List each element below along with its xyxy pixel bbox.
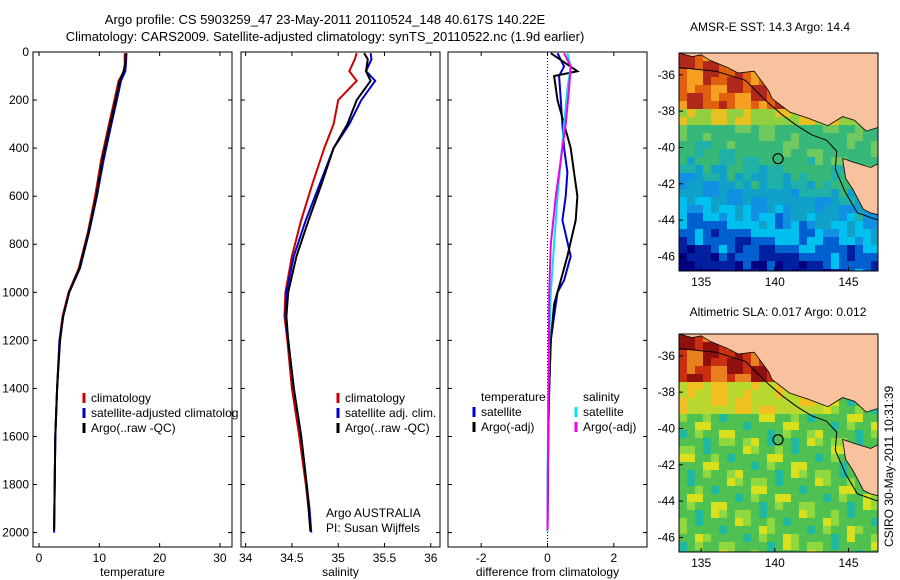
land-mainland-sla_map [679,334,878,413]
map-frame-sst_map [678,52,879,272]
series-line-argo---raw--qc- [53,53,127,531]
x-tick-label-difference: 2 [610,551,617,565]
map-field-sst_map [679,53,878,271]
y-tick-label: 200 [9,93,29,107]
y-tick-label: 2000 [2,526,29,540]
map-y-tick-label-sst_map: -44 [658,213,676,227]
map-y-tick-label-sst_map: -38 [658,104,676,118]
land-tasmania-sst_map [842,157,878,216]
legend-label-temperature: satellite-adjusted climatolog [91,406,238,420]
series-line-climatology [283,52,359,531]
y-tick-label: 800 [9,237,29,251]
chart-title-line-1: Argo profile: CS 5903259_47 23-May-2011 … [104,12,546,27]
map-y-tick-label-sla_map: -42 [658,458,676,472]
map-x-tick-label-sla_map: 135 [691,556,711,570]
argo-position-marker-sla_map [772,434,784,446]
map-y-tick-label-sst_map: -42 [658,177,676,191]
map-y-tick-label-sla_map: -40 [658,421,676,435]
y-tick-label: 1000 [2,285,29,299]
x-tick-label-salinity: 35 [332,551,346,565]
x-tick-label-salinity: 34 [239,551,253,565]
x-tick-label-temperature: 10 [93,551,107,565]
argo-position-marker-sst_map [772,153,784,165]
map-y-tick-label-sst_map: -40 [658,140,676,154]
legend-label-difference-salinity: Argo(-adj) [583,420,636,434]
legend-label-difference-salinity: satellite [583,405,624,419]
x-tick-label-difference: -2 [476,551,487,565]
map-y-tick-label-sla_map: -38 [658,385,676,399]
axes-frame-salinity [240,51,441,548]
sla-map-title: Altimetric SLA: 0.017 Argo: 0.012 [689,305,867,319]
annotation-argo-australia: Argo AUSTRALIA [326,506,421,520]
x-axis-label-salinity: salinity [322,565,359,579]
timestamp-stamp: CSIRO 30-May-2011 10:31:39 [882,385,896,547]
sst-map-title: AMSR-E SST: 14.3 Argo: 14.4 [689,20,851,34]
x-tick-label-difference: 0 [544,551,551,565]
map-x-tick-label-sla_map: 140 [765,556,785,570]
x-tick-label-temperature: 0 [36,551,43,565]
map-x-tick-label-sst_map: 140 [765,275,785,289]
map-x-tick-label-sla_map: 145 [839,556,859,570]
legend-label-salinity: climatology [345,391,405,405]
y-tick-label: 1800 [2,478,29,492]
axes-frame-temperature [32,51,233,548]
y-tick-label: 0 [22,45,29,59]
land-tasmania-sla_map [842,438,878,497]
x-axis-label-temperature: temperature [100,565,165,579]
series-line-salinity-argo--adj- [546,52,572,531]
y-tick-label: 1200 [2,333,29,347]
legend-label-salinity: satellite adj. clim. [345,406,436,420]
legend-label-difference-temperature: satellite [481,405,522,419]
y-tick-label: 1400 [2,381,29,395]
annotation-pi-name: PI: Susan Wijffels [326,521,420,535]
map-frame-sla_map [678,333,879,553]
legend-label-temperature: climatology [91,391,151,405]
legend-heading-temperature: temperature [481,390,546,404]
legend-label-salinity: Argo(..raw -QC) [345,421,430,435]
legend-heading-salinity: salinity [583,390,620,404]
map-y-tick-label-sla_map: -44 [658,494,676,508]
x-tick-label-temperature: 30 [213,551,227,565]
series-line-argo---raw--qc- [285,52,372,532]
chart-title-line-2: Climatology: CARS2009. Satellite-adjuste… [65,29,585,44]
isobath-contour-sst_map [679,67,878,221]
x-axis-label-difference: difference from climatology [476,565,619,579]
y-tick-label: 600 [9,189,29,203]
y-tick-label: 1600 [2,429,29,443]
map-y-tick-label-sla_map: -36 [658,349,676,363]
land-mainland-sst_map [679,53,878,132]
map-x-tick-label-sst_map: 145 [839,275,859,289]
x-tick-label-salinity: 35.5 [373,551,397,565]
x-tick-label-salinity: 36 [424,551,438,565]
map-y-tick-label-sst_map: -36 [658,68,676,82]
map-y-tick-label-sst_map: -46 [658,249,676,263]
legend-label-difference-temperature: Argo(-adj) [481,420,534,434]
isobath-contour-sla_map [679,348,878,502]
y-tick-label: 400 [9,141,29,155]
legend-label-temperature: Argo(..raw -QC) [91,421,176,435]
map-x-tick-label-sst_map: 135 [691,275,711,289]
x-tick-label-temperature: 20 [153,551,167,565]
map-field-sla_map [679,334,878,552]
x-tick-label-salinity: 34.5 [280,551,304,565]
series-line-temperature-argo--adj- [546,52,580,531]
map-y-tick-label-sla_map: -46 [658,530,676,544]
